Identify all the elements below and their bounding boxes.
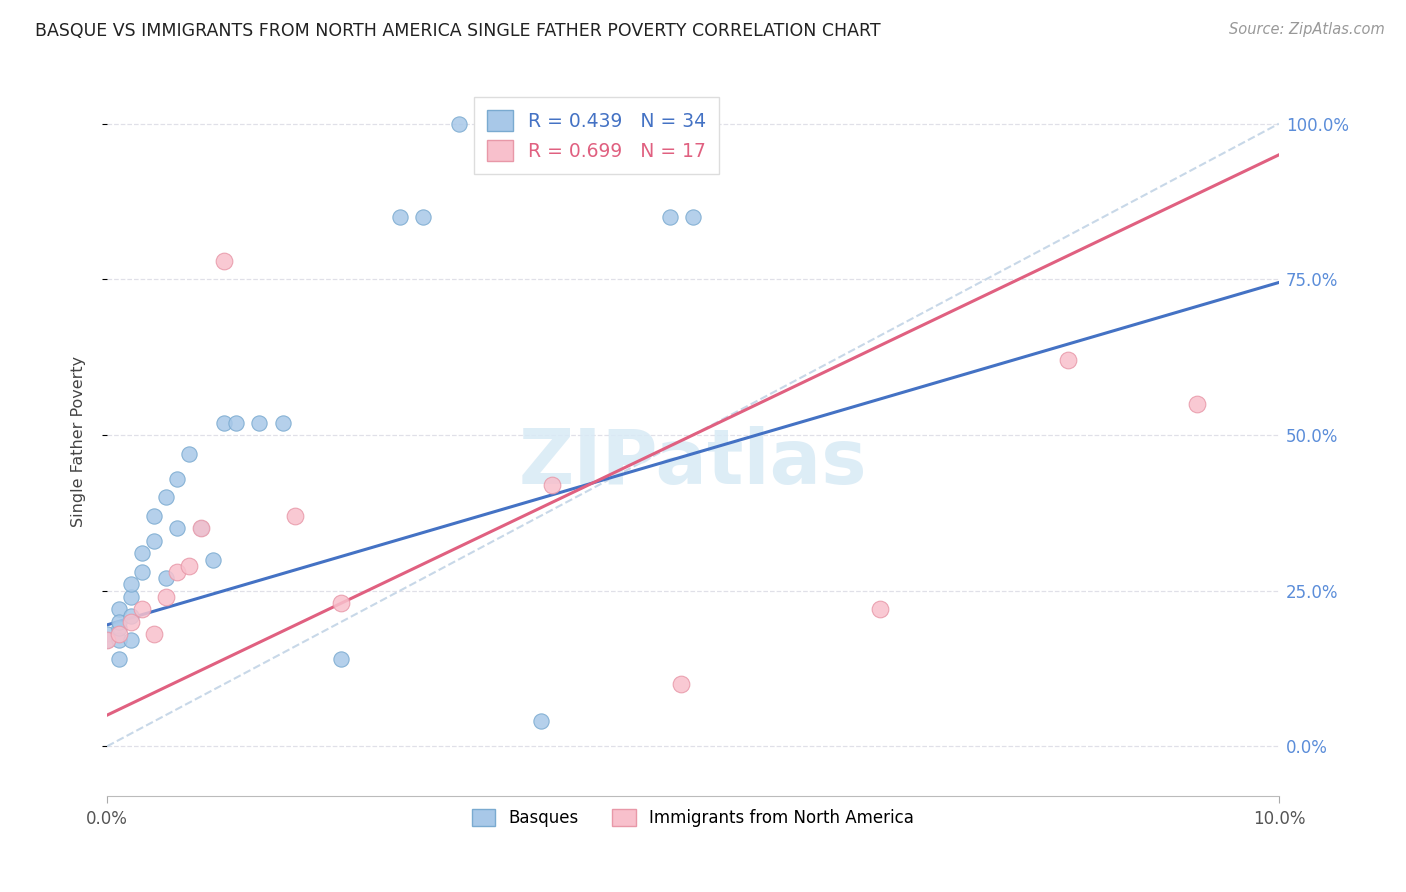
Y-axis label: Single Father Poverty: Single Father Poverty — [72, 356, 86, 527]
Text: ZIPatlas: ZIPatlas — [519, 425, 868, 500]
Text: BASQUE VS IMMIGRANTS FROM NORTH AMERICA SINGLE FATHER POVERTY CORRELATION CHART: BASQUE VS IMMIGRANTS FROM NORTH AMERICA … — [35, 22, 880, 40]
Legend: Basques, Immigrants from North America: Basques, Immigrants from North America — [465, 803, 921, 834]
Text: Source: ZipAtlas.com: Source: ZipAtlas.com — [1229, 22, 1385, 37]
